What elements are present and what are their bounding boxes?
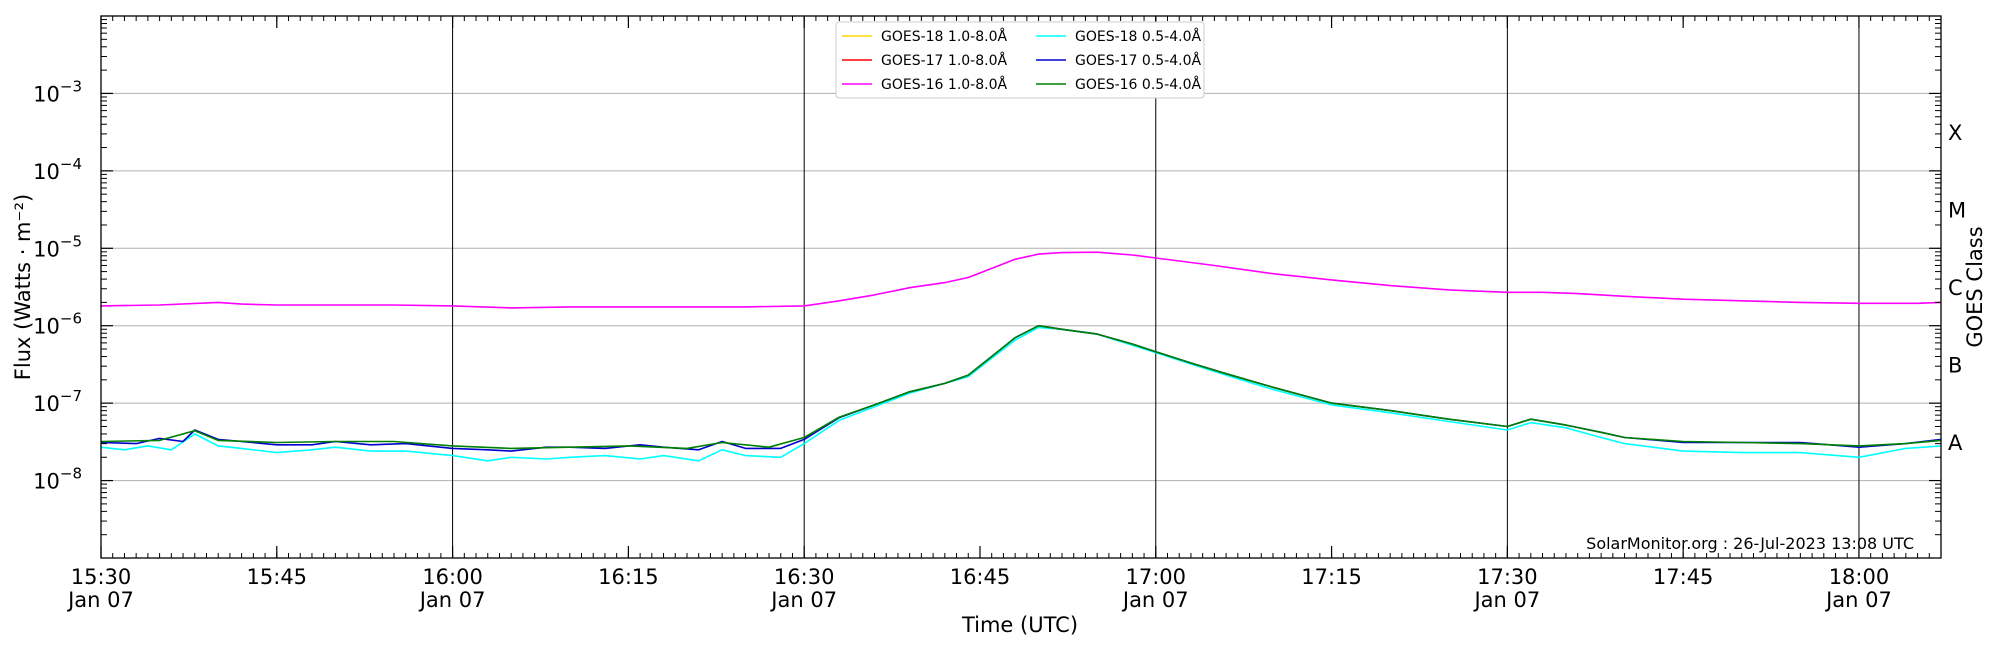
x-tick-label: 15:30 xyxy=(71,565,132,589)
legend-label: GOES-17 0.5-4.0Å xyxy=(1075,52,1201,69)
x-tick-sublabel: Jan 07 xyxy=(418,588,486,612)
axis-ticks xyxy=(100,16,1942,558)
x-tick-label: 17:45 xyxy=(1653,565,1714,589)
x-tick-label: 15:45 xyxy=(247,565,308,589)
x-tick-sublabel: Jan 07 xyxy=(66,588,134,612)
x-tick-label: 17:15 xyxy=(1301,565,1362,589)
series-line-5 xyxy=(100,324,1942,450)
x-tick-label: 16:45 xyxy=(950,565,1011,589)
y-tick-label: 10−8 xyxy=(33,465,82,494)
series-line-3 xyxy=(100,326,1942,462)
y-tick-label: 10−6 xyxy=(33,310,82,339)
y-tick-label: 10−5 xyxy=(33,232,82,261)
x-tick-label: 16:30 xyxy=(774,565,835,589)
x-tick-label: 16:00 xyxy=(422,565,483,589)
legend: GOES-18 1.0-8.0Å GOES-17 1.0-8.0Å GOES-16 … xyxy=(835,21,1205,99)
y-tick-label: 10−4 xyxy=(33,155,82,184)
goes-class-label: X xyxy=(1948,121,1962,145)
goes-class-label: M xyxy=(1948,199,1966,223)
plot-frame xyxy=(100,15,1942,559)
series-lines xyxy=(100,251,1942,462)
legend-label: GOES-16 0.5-4.0Å xyxy=(1075,76,1201,93)
goes-class-axis-title: GOES Class xyxy=(1963,226,1987,347)
goes-class-label: A xyxy=(1948,431,1963,455)
x-tick-label: 16:15 xyxy=(598,565,659,589)
legend-label: GOES-16 1.0-8.0Å xyxy=(881,76,1007,93)
legend-label: GOES-18 1.0-8.0Å xyxy=(881,28,1007,45)
plot-background xyxy=(101,16,1941,558)
y-tick-label: 10−7 xyxy=(33,387,82,416)
x-axis-title: Time (UTC) xyxy=(961,613,1078,637)
goes-class-label: C xyxy=(1948,276,1963,300)
legend-frame xyxy=(835,21,1205,99)
credit-text: SolarMonitor.org : 26-Jul-2023 13:08 UTC xyxy=(1586,534,1914,553)
x-tick-sublabel: Jan 07 xyxy=(1472,588,1540,612)
x-tick-label: 18:00 xyxy=(1829,565,1890,589)
series-line-2 xyxy=(100,251,1942,309)
x-tick-sublabel: Jan 07 xyxy=(1824,588,1892,612)
x-tick-label: 17:00 xyxy=(1126,565,1187,589)
y-tick-label: 10−3 xyxy=(33,77,82,106)
y-axis-title: Flux (Watts · m⁻²) xyxy=(11,194,35,380)
legend-label: GOES-18 0.5-4.0Å xyxy=(1075,28,1201,45)
x-tick-sublabel: Jan 07 xyxy=(769,588,837,612)
x-tick-sublabel: Jan 07 xyxy=(1121,588,1189,612)
legend-label: GOES-17 1.0-8.0Å xyxy=(881,52,1007,69)
x-tick-label: 17:30 xyxy=(1477,565,1538,589)
goes-class-label: B xyxy=(1948,353,1962,377)
